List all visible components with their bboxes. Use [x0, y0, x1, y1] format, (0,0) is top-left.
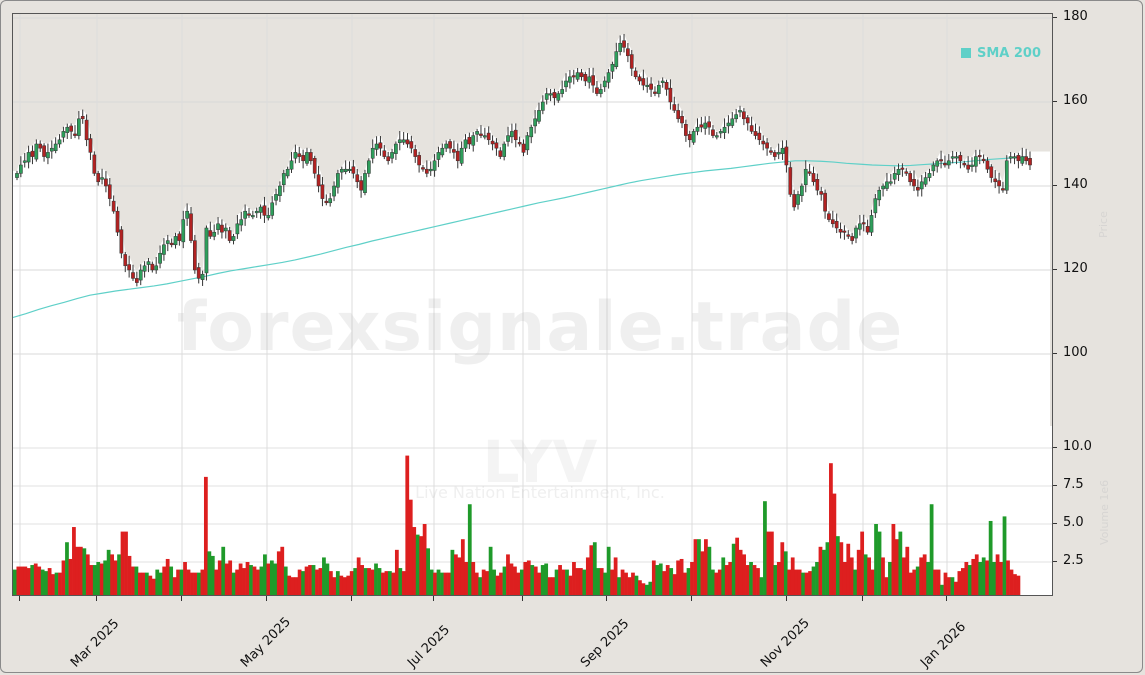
legend-swatch-icon [961, 48, 971, 58]
volume-tick: 2.5 [1063, 553, 1084, 568]
price-tick: 100 [1063, 345, 1088, 360]
watermark-site: forexsignale.trade [176, 288, 904, 367]
legend-sma-200: SMA 200 [961, 46, 1041, 61]
legend-label: SMA 200 [977, 46, 1042, 61]
watermark-company: Live Nation Entertainment, Inc. [415, 483, 665, 502]
chart-canvas [13, 14, 1052, 595]
volume-tick: 7.5 [1063, 477, 1084, 492]
price-tick: 180 [1063, 9, 1088, 24]
volume-tick: 5.0 [1063, 515, 1084, 530]
price-axis-label: Price [1097, 211, 1110, 238]
volume-axis-label: Volume 1e6 [1098, 479, 1111, 545]
price-tick: 120 [1063, 261, 1088, 276]
price-tick: 140 [1063, 177, 1088, 192]
watermark-ticker: LYV [482, 428, 598, 496]
price-tick: 160 [1063, 93, 1088, 108]
plot-area [12, 13, 1053, 596]
volume-tick: 10.0 [1063, 439, 1092, 454]
